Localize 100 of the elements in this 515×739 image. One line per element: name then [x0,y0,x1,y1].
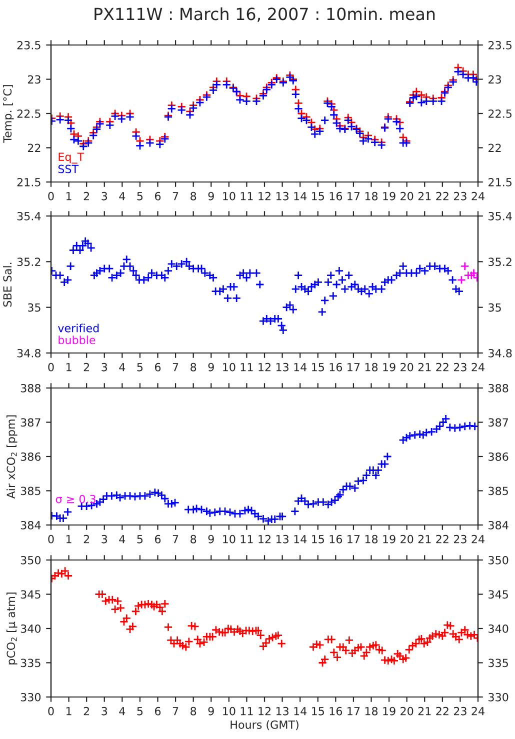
x-tick-label: 6 [154,362,161,372]
x-tick-label: 11 [240,535,253,544]
x-tick-label: 4 [119,192,126,200]
x-tick-label: 16 [330,706,342,716]
x-tick-label: 3 [102,534,108,544]
y-tick-label: 386 [20,452,41,461]
x-tick-label: 9 [208,192,214,200]
y2-tick-label: 330 [488,692,508,702]
y-axis-title: Air xCO$_{2}$ [ppm] [6,415,18,499]
x-tick-label: 11 [240,363,253,372]
x-tick-label: 2 [84,534,90,544]
x-tick-label: 13 [276,192,288,200]
x-tick-label: 24 [472,192,484,200]
x-tick-label: 17 [348,363,360,372]
x-tick-label: 7 [172,192,178,200]
x-tick-label: 14 [294,363,307,372]
x-tick-label: 18 [365,534,378,544]
y2-tick-label: 35.4 [488,212,512,220]
x-tick-label: 16 [330,362,342,372]
x-tick-label: 4 [119,535,126,544]
y-tick-label: 23.5 [17,40,40,50]
x-tick-label: 1 [66,192,72,200]
x-tick-label: 18 [365,192,378,200]
x-tick-label: 20 [400,362,414,372]
annotation: σ ≥ 0.3 [56,494,96,504]
x-tick-label: 7 [172,707,178,716]
x-tick-label: 7 [172,535,178,544]
x-tick-label: 22 [436,362,448,372]
y-tick-label: 350 [20,556,41,564]
x-tick-label: 1 [66,363,72,372]
y2-tick-label: 34.8 [488,348,512,358]
x-tick-label: 14 [294,192,307,200]
chart-title: PX111W : March 16, 2007 : 10min. mean [94,7,435,22]
x-tick-label: 12 [258,192,270,200]
x-tick-label: 19 [383,192,396,200]
x-tick-label: 18 [365,362,378,372]
x-axis-title: Hours (GMT) [230,720,298,730]
x-tick-label: 15 [312,363,324,372]
y-tick-label: 34.8 [17,348,41,358]
x-tick-label: 8 [190,534,196,544]
y-axis-title: Temp. [°C] [3,85,14,143]
x-tick-label: 5 [137,707,143,716]
text: bubble [58,336,96,344]
x-tick-label: 23 [454,706,466,716]
y-tick-label: 35.4 [17,212,41,220]
y-tick-label: 22.5 [17,109,40,118]
y2-tick-label: 388 [488,384,508,392]
x-tick-label: 21 [418,192,431,200]
x-tick-label: 4 [119,363,126,372]
x-tick-label: 5 [137,363,143,372]
y-tick-label: 384 [20,520,41,530]
series-label: SST [58,164,79,174]
x-tick-label: 21 [418,706,431,716]
x-tick-label: 15 [312,192,324,200]
y2-tick-label: 340 [488,624,508,633]
y2-tick-label: 21.5 [488,178,512,186]
y-tick-label: 22 [28,144,40,152]
x-tick-label: 19 [383,706,396,716]
x-tick-label: 10 [223,192,236,200]
y-axis-title: pCO$_{2}$ [μ atm] [6,592,18,664]
x-tick-label: 0 [48,534,54,544]
x-tick-label: 0 [48,362,54,372]
x-tick-label: 22 [436,706,448,716]
y-tick-label: 387 [20,418,40,427]
y-tick-label: 23 [28,75,40,84]
y-tick-label: 35.2 [17,258,40,266]
x-tick-label: 15 [312,707,324,716]
x-tick-label: 20 [400,534,414,544]
y-tick-label: 330 [20,692,41,702]
x-tick-label: 14 [294,707,307,716]
series-label: Eq_T [58,152,84,164]
y2-tick-label: 23.5 [488,40,512,50]
x-tick-label: 13 [276,706,288,716]
x-tick-label: 2 [84,362,90,372]
x-tick-label: 22 [436,192,448,200]
x-tick-label: 8 [190,362,196,372]
y-tick-label: 340 [20,624,41,633]
y-tick-label: 21.5 [17,178,40,186]
x-tick-label: 10 [223,706,236,716]
y-tick-label: 385 [20,486,40,496]
x-tick-label: 24 [472,362,484,372]
x-tick-label: 6 [154,192,161,200]
x-tick-label: 13 [276,362,288,372]
x-tick-label: 1 [66,707,72,716]
text: verified [58,324,99,332]
x-tick-label: 8 [190,192,196,200]
y2-tick-label: 387 [488,418,508,427]
x-tick-label: 3 [102,192,108,200]
x-tick-label: 20 [400,706,414,716]
x-tick-label: 23 [454,534,466,544]
x-tick-label: 2 [84,706,90,716]
y2-tick-label: 345 [488,590,508,599]
x-tick-label: 22 [436,534,448,544]
y2-tick-label: 22 [488,144,501,152]
x-tick-label: 13 [276,534,288,544]
y-tick-label: 345 [20,590,40,599]
x-tick-label: 11 [240,707,253,716]
x-tick-label: 18 [365,706,378,716]
x-tick-label: 3 [102,706,108,716]
x-tick-label: 0 [48,192,54,200]
